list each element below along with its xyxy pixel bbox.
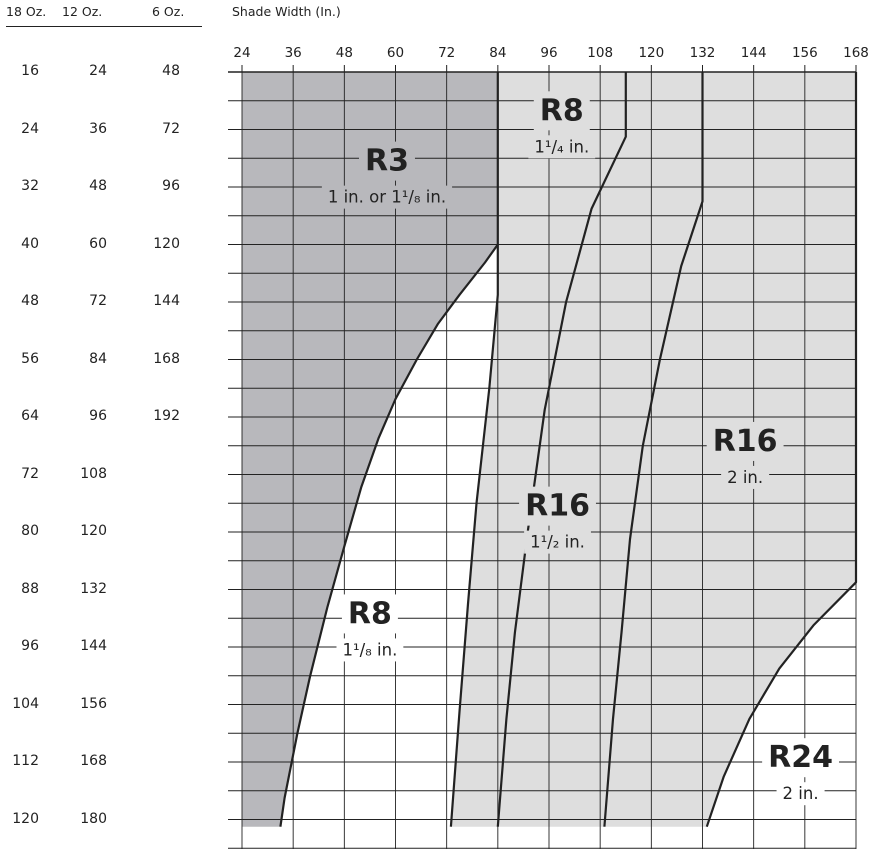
- x-tick-label: 108: [587, 45, 613, 61]
- height-18oz-value: 48: [21, 293, 39, 309]
- height-18oz-value: 112: [12, 753, 39, 769]
- zone-label-knockout: [762, 738, 839, 778]
- height-12oz-value: 84: [89, 350, 107, 367]
- zone-fill-r16-4: [497, 72, 856, 827]
- zone-label-r16: R16: [713, 424, 778, 459]
- zone-label-knockout: [776, 782, 825, 806]
- zone-size-r24: 2 in.: [783, 784, 819, 803]
- height-18oz-value: 32: [21, 178, 39, 194]
- x-tick-label: 60: [387, 45, 404, 61]
- zone-label-knockout: [341, 594, 398, 634]
- x-tick-label: 144: [741, 45, 767, 61]
- header-rule: [6, 26, 202, 27]
- col-header-6oz: 6 Oz.: [152, 4, 185, 19]
- height-12oz-value: 72: [89, 293, 107, 309]
- x-tick-label: 36: [285, 45, 302, 61]
- height-18oz-value: 64: [21, 408, 39, 424]
- height-12oz-value: 132: [80, 580, 107, 597]
- height-12oz-value: 48: [89, 178, 107, 194]
- zone-label-knockout: [519, 486, 596, 526]
- zone-size-r8: 1¹/₄ in.: [534, 137, 589, 156]
- x-axis-title: Shade Width (In.): [232, 4, 341, 19]
- height-18oz-value: 56: [21, 350, 39, 367]
- zone-label-knockout: [336, 638, 404, 662]
- zone-label-r24: R24: [768, 740, 833, 775]
- height-12oz-value: 60: [89, 235, 107, 252]
- col-header-12oz: 12 Oz.: [62, 4, 103, 19]
- zone-label-r8: R8: [540, 93, 584, 128]
- zone-label-knockout: [533, 91, 590, 131]
- x-tick-label: 132: [690, 45, 716, 61]
- height-18oz-value: 88: [21, 580, 39, 597]
- col-header-18oz: 18 Oz.: [6, 4, 47, 19]
- zone-label-knockout: [524, 530, 591, 554]
- zone-label-knockout: [528, 135, 596, 159]
- height-18oz-value: 104: [12, 695, 39, 712]
- height-12oz-value: 96: [89, 408, 107, 424]
- x-tick-label: 24: [233, 45, 250, 61]
- height-6oz-value: 168: [153, 350, 180, 367]
- height-18oz-value: 80: [21, 523, 39, 539]
- height-18oz-value: 40: [21, 235, 39, 252]
- x-tick-label: 168: [843, 45, 869, 61]
- zone-label-knockout: [321, 185, 453, 209]
- height-18oz-value: 120: [12, 810, 39, 827]
- zone-label-r16: R16: [525, 489, 590, 524]
- height-18oz-value: 96: [21, 638, 39, 654]
- x-tick-label: 120: [638, 45, 664, 61]
- height-6oz-value: 120: [153, 235, 180, 252]
- zone-boundary-2: [496, 72, 627, 827]
- x-tick-label: 48: [336, 45, 353, 61]
- zone-label-knockout: [358, 141, 415, 181]
- zone-size-r8: 1¹/₈ in.: [343, 640, 398, 659]
- zone-label-r8: R8: [348, 596, 392, 631]
- zone-size-r16: 2 in.: [727, 468, 763, 487]
- zone-fill-r8-1: [280, 244, 498, 827]
- height-6oz-value: 96: [162, 178, 180, 194]
- zone-label-knockout: [721, 465, 770, 489]
- x-tick-label: 156: [792, 45, 818, 61]
- height-12oz-value: 144: [80, 638, 107, 654]
- height-12oz-value: 120: [80, 523, 107, 539]
- height-12oz-value: 36: [89, 120, 107, 137]
- height-12oz-value: 168: [80, 753, 107, 769]
- zone-boundary-0: [279, 72, 499, 827]
- zone-size-r3: 1 in. or 1¹/₈ in.: [328, 188, 446, 207]
- height-12oz-value: 180: [80, 810, 107, 827]
- x-tick-label: 72: [438, 45, 455, 61]
- height-6oz-value: 48: [162, 63, 180, 79]
- zone-boundary-1: [449, 244, 499, 827]
- height-18oz-value: 24: [21, 120, 39, 137]
- height-6oz-value: 72: [162, 120, 180, 137]
- height-12oz-value: 24: [89, 63, 107, 79]
- zone-boundary-4: [705, 72, 858, 828]
- height-18oz-value: 16: [21, 63, 39, 79]
- x-tick-label: 96: [540, 45, 557, 61]
- height-6oz-value: 144: [153, 293, 180, 309]
- height-6oz-value: 192: [153, 408, 180, 424]
- zone-label-knockout: [706, 421, 784, 461]
- zone-label-r3: R3: [365, 144, 409, 179]
- height-12oz-value: 156: [80, 695, 107, 712]
- height-18oz-value: 72: [21, 465, 39, 482]
- zone-boundary-3: [603, 72, 704, 827]
- height-12oz-value: 108: [80, 465, 107, 482]
- zone-size-r16: 1¹/₂ in.: [530, 533, 585, 552]
- zone-fill-r3-0: [242, 72, 498, 827]
- x-tick-label: 84: [489, 45, 506, 61]
